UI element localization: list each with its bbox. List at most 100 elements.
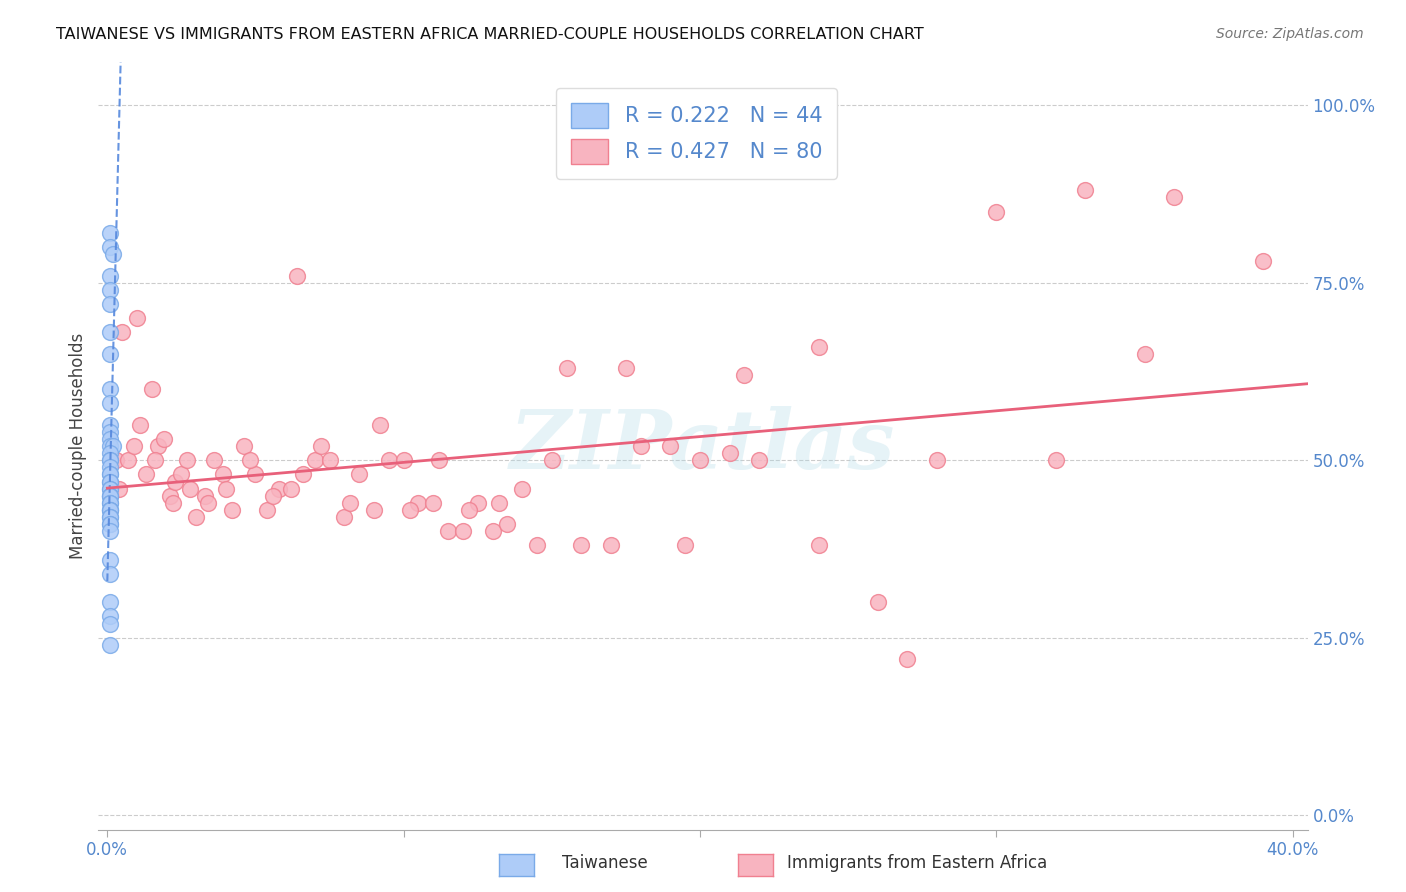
- Point: [98, 517, 121, 532]
- Point: [496, 517, 519, 532]
- Point: [232, 439, 254, 453]
- Point: [392, 453, 415, 467]
- Point: [555, 360, 578, 375]
- Point: [98, 475, 121, 489]
- Point: [1133, 346, 1156, 360]
- Point: [927, 453, 949, 467]
- Point: [408, 496, 430, 510]
- Point: [510, 482, 533, 496]
- Point: [103, 439, 125, 453]
- Point: [488, 496, 510, 510]
- Point: [176, 453, 198, 467]
- Point: [129, 417, 152, 432]
- Point: [98, 482, 121, 496]
- Point: [98, 268, 121, 283]
- Point: [467, 496, 489, 510]
- Point: [98, 616, 121, 631]
- Text: Immigrants from Eastern Africa: Immigrants from Eastern Africa: [787, 855, 1047, 872]
- Point: [378, 453, 401, 467]
- Point: [280, 482, 302, 496]
- Point: [98, 510, 121, 524]
- Point: [98, 496, 121, 510]
- Point: [98, 226, 121, 240]
- Point: [98, 503, 121, 517]
- Point: [98, 240, 121, 254]
- Point: [98, 283, 121, 297]
- Point: [98, 517, 121, 532]
- Point: [986, 204, 1008, 219]
- Point: [98, 382, 121, 396]
- Point: [98, 510, 121, 524]
- Point: [98, 496, 121, 510]
- Point: [571, 538, 593, 552]
- Text: TAIWANESE VS IMMIGRANTS FROM EASTERN AFRICA MARRIED-COUPLE HOUSEHOLDS CORRELATIO: TAIWANESE VS IMMIGRANTS FROM EASTERN AFR…: [56, 27, 924, 42]
- Point: [718, 446, 741, 460]
- Point: [165, 475, 187, 489]
- Point: [122, 439, 145, 453]
- Point: [98, 638, 121, 652]
- Point: [103, 247, 125, 261]
- Point: [98, 432, 121, 446]
- Point: [135, 467, 157, 482]
- Text: Taiwanese: Taiwanese: [562, 855, 648, 872]
- Point: [285, 268, 308, 283]
- Point: [98, 326, 121, 340]
- Text: Source: ZipAtlas.com: Source: ZipAtlas.com: [1216, 27, 1364, 41]
- Point: [269, 482, 291, 496]
- Point: [98, 467, 121, 482]
- Point: [98, 489, 121, 503]
- Point: [98, 453, 121, 467]
- Legend: R = 0.222   N = 44, R = 0.427   N = 80: R = 0.222 N = 44, R = 0.427 N = 80: [557, 88, 837, 178]
- Point: [398, 503, 420, 517]
- Point: [239, 453, 262, 467]
- Point: [162, 496, 184, 510]
- Point: [451, 524, 474, 539]
- Point: [98, 552, 121, 566]
- Point: [170, 467, 193, 482]
- Point: [98, 446, 121, 460]
- Y-axis label: Married-couple Households: Married-couple Households: [69, 333, 87, 559]
- Point: [363, 503, 385, 517]
- Point: [600, 538, 623, 552]
- Point: [368, 417, 391, 432]
- Point: [673, 538, 696, 552]
- Point: [309, 439, 332, 453]
- Point: [98, 346, 121, 360]
- Point: [141, 382, 163, 396]
- Point: [896, 652, 918, 666]
- Point: [1074, 183, 1097, 197]
- Point: [98, 475, 121, 489]
- Point: [125, 311, 148, 326]
- Point: [212, 467, 235, 482]
- Point: [98, 297, 121, 311]
- Point: [1045, 453, 1067, 467]
- Point: [807, 340, 830, 354]
- Point: [98, 609, 121, 624]
- Point: [98, 489, 121, 503]
- Point: [146, 439, 169, 453]
- Point: [481, 524, 503, 539]
- Point: [339, 496, 361, 510]
- Point: [111, 326, 134, 340]
- Point: [630, 439, 652, 453]
- Point: [179, 482, 201, 496]
- Point: [304, 453, 326, 467]
- Point: [98, 524, 121, 539]
- Point: [98, 503, 121, 517]
- Point: [159, 489, 181, 503]
- Point: [347, 467, 370, 482]
- Point: [98, 503, 121, 517]
- Point: [98, 396, 121, 410]
- Point: [256, 503, 278, 517]
- Point: [422, 496, 444, 510]
- Point: [105, 453, 128, 467]
- Point: [117, 453, 139, 467]
- Point: [291, 467, 314, 482]
- Point: [108, 482, 131, 496]
- Point: [437, 524, 460, 539]
- Point: [1163, 190, 1185, 204]
- Point: [807, 538, 830, 552]
- Point: [1251, 254, 1274, 268]
- Point: [194, 489, 217, 503]
- Point: [221, 503, 243, 517]
